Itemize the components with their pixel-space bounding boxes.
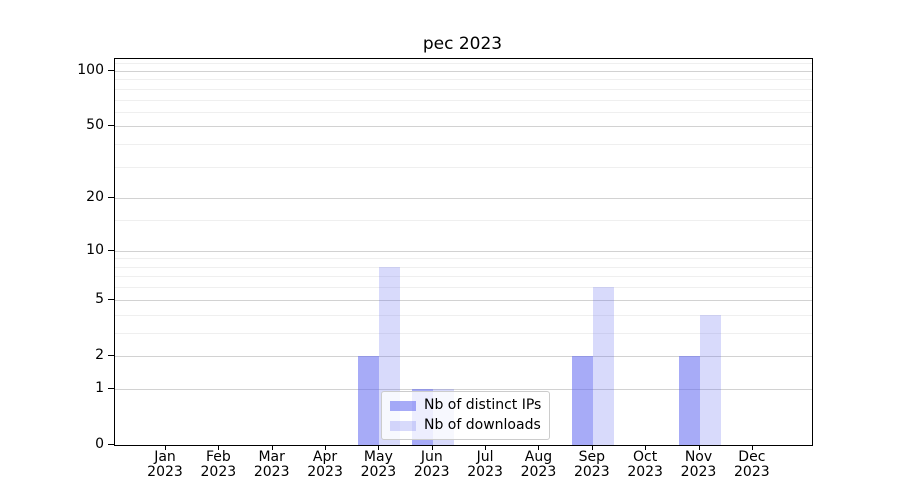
minor-gridline: [115, 332, 812, 334]
y-tick-label: 2: [95, 346, 104, 363]
x-tick-label: Nov 2023: [680, 449, 717, 480]
minor-gridline: [115, 99, 812, 101]
x-tick-label: Jun 2023: [413, 449, 450, 480]
minor-gridline: [115, 276, 812, 278]
x-tick-mark: [431, 445, 433, 450]
minor-gridline: [115, 314, 812, 316]
minor-gridline: [115, 258, 812, 260]
legend-item-label: Nb of distinct IPs: [424, 397, 542, 413]
x-tick-label: Sep 2023: [573, 449, 610, 480]
minor-gridline: [115, 144, 812, 146]
minor-gridline: [115, 63, 812, 65]
x-tick-mark: [698, 445, 700, 450]
y-tick-label: 100: [77, 62, 104, 78]
x-tick-label: Oct 2023: [627, 449, 663, 480]
legend-item: Nb of downloads: [390, 418, 541, 433]
minor-gridline: [115, 287, 812, 289]
y-tick-mark: [108, 125, 114, 127]
y-tick-label: 1: [95, 379, 104, 396]
legend-item-label: Nb of downloads: [424, 417, 541, 433]
y-tick-label: 10: [86, 241, 104, 258]
x-tick-mark: [165, 445, 166, 450]
x-tick-mark: [538, 445, 540, 450]
bar-distinct-ips: [678, 355, 700, 445]
chart-title: pec 2023: [422, 34, 503, 54]
major-gridline: [115, 71, 812, 72]
legend: Nb of distinct IPs Nb of downloads: [381, 391, 551, 440]
y-tick-label: 50: [86, 117, 104, 134]
legend-swatch-icon: [390, 420, 416, 431]
y-tick-mark: [108, 444, 114, 445]
x-tick-mark: [271, 445, 273, 450]
minor-gridline: [115, 220, 812, 222]
x-tick-mark: [378, 445, 380, 450]
x-tick-label: Aug 2023: [520, 449, 557, 480]
major-gridline: [115, 126, 812, 128]
major-gridline: [115, 355, 812, 357]
minor-gridline: [115, 166, 812, 168]
x-tick-label: Dec 2023: [734, 449, 770, 480]
major-gridline: [115, 250, 812, 252]
minor-gridline: [115, 79, 812, 81]
x-tick-label: Jan 2023: [147, 449, 183, 480]
x-tick-mark: [218, 445, 220, 450]
y-tick-mark: [108, 197, 114, 199]
x-tick-label: Jul 2023: [467, 449, 503, 480]
gridlines-layer: [115, 59, 812, 445]
minor-gridline: [115, 111, 812, 113]
minor-gridline: [115, 88, 812, 90]
bar-distinct-ips: [358, 355, 380, 445]
y-tick-mark: [108, 298, 114, 300]
legend-item: Nb of distinct IPs: [390, 398, 541, 413]
x-tick-mark: [645, 445, 647, 450]
y-tick-mark: [108, 387, 114, 389]
major-gridline: [115, 388, 812, 390]
y-tick-label: 0: [95, 436, 104, 452]
x-tick-label: Feb 2023: [200, 449, 237, 480]
x-tick-mark: [325, 445, 327, 450]
x-tick-mark: [485, 445, 487, 450]
y-tick-label: 5: [95, 290, 104, 307]
x-tick-label: Apr 2023: [307, 449, 343, 480]
bar-downloads: [592, 287, 614, 445]
minor-gridline: [115, 266, 812, 268]
legend-swatch-icon: [390, 400, 416, 411]
y-tick-mark: [108, 249, 114, 251]
x-tick-mark: [591, 445, 593, 450]
x-tick-label: May 2023: [360, 449, 397, 480]
y-tick-label: 20: [86, 189, 104, 206]
plot-area: Nb of distinct IPs Nb of downloads: [114, 58, 813, 446]
bar-distinct-ips: [571, 355, 593, 445]
y-tick-mark: [108, 354, 114, 356]
bar-downloads: [699, 314, 721, 445]
major-gridline: [115, 198, 812, 200]
x-tick-label: Mar 2023: [253, 449, 290, 480]
bars-layer: [115, 59, 812, 445]
x-tick-mark: [751, 445, 753, 450]
y-tick-mark: [108, 70, 114, 71]
major-gridline: [115, 299, 812, 301]
